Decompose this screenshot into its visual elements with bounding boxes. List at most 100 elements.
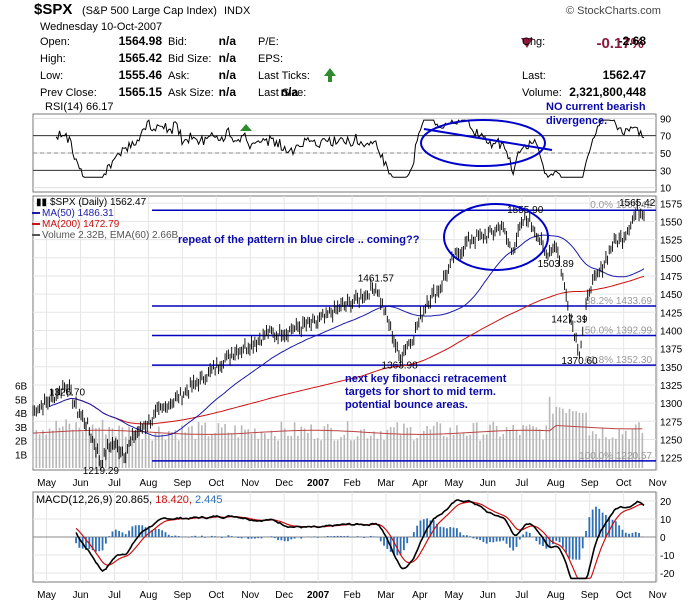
volume-bar [194, 439, 196, 468]
macd-tick-label: 10 [660, 515, 672, 526]
symbol: $SPX [34, 1, 72, 18]
volume-bar [155, 432, 157, 468]
macd-histogram-bar [171, 536, 173, 537]
volume-bar [297, 436, 299, 468]
macd-histogram-bar [512, 537, 514, 551]
volume-bar [562, 409, 564, 468]
macd-histogram-bar [333, 536, 335, 537]
macd-histogram-bar [605, 515, 607, 537]
volume-bar [618, 429, 620, 468]
volume-bar [161, 434, 163, 468]
price-tick-label: 1575 [660, 199, 683, 210]
macd-histogram-bar [592, 510, 594, 537]
macd-histogram-bar [562, 537, 564, 548]
rsi-annotation-line-2: divergence. [546, 115, 607, 127]
up-arrow-icon-stem [328, 76, 332, 82]
volume-bar [340, 437, 342, 468]
macd-histogram-bar [161, 530, 163, 537]
volume-bar [380, 431, 382, 468]
macd-histogram-bar [105, 537, 107, 544]
macd-x-tick-label: Jul [515, 590, 528, 601]
volume-bar [572, 411, 574, 468]
macd-histogram-bar [555, 537, 557, 541]
volume-bar [181, 425, 183, 468]
macd-histogram-bar [274, 537, 276, 538]
macd-histogram-bar [519, 537, 521, 540]
macd-histogram-bar [469, 536, 471, 537]
price-tick-label: 1225 [660, 454, 683, 465]
macd-histogram-bar [201, 536, 203, 537]
macd-histogram-bar [125, 534, 127, 537]
macd-histogram-bar [122, 532, 124, 537]
macd-histogram-bar [175, 536, 177, 537]
volume-bar [284, 429, 286, 468]
macd-tick-label: -10 [660, 551, 675, 562]
macd-tick-label: 20 [660, 497, 672, 508]
macd-histogram-bar [565, 537, 567, 553]
rsi-tick-label: 70 [660, 132, 672, 143]
volume-bar [367, 438, 369, 468]
macd-histogram-bar [569, 537, 571, 559]
volume-bar [416, 438, 418, 468]
quote-label: High: [40, 53, 66, 65]
volume-bar [602, 427, 604, 468]
macd-histogram-bar [155, 529, 157, 537]
volume-bar [165, 440, 167, 468]
quote-value: 2,321,800,448 [569, 85, 646, 99]
volume-bar [267, 439, 269, 468]
volume-bar [334, 440, 336, 468]
macd-histogram-bar [221, 537, 223, 538]
quote-label: Volume: [522, 87, 562, 99]
macd-histogram-bar [168, 535, 170, 537]
macd-histogram-bar [466, 535, 468, 537]
price-tick-label: 1350 [660, 363, 683, 374]
price-value-label: 1427.39 [551, 315, 588, 326]
volume-bar [36, 430, 38, 468]
macd-histogram-bar [615, 521, 617, 537]
macd-histogram-bar [377, 537, 379, 538]
fib-annotation-line: targets for short to mid term. [345, 386, 496, 398]
volume-bar [330, 428, 332, 468]
price-value-label: 1370.60 [561, 356, 598, 367]
macd-histogram-bar [502, 537, 504, 541]
macd-histogram-bar [347, 536, 349, 537]
volume-bar [502, 434, 504, 468]
price-value-label: 1326.70 [49, 388, 86, 399]
volume-bar [251, 434, 253, 468]
volume-bar [383, 440, 385, 468]
price-x-tick-label: Aug [140, 478, 158, 489]
quote-value: 1564.98 [119, 34, 163, 48]
volume-bar [82, 432, 84, 468]
macd-x-tick-label: Dec [275, 590, 293, 601]
volume-bar [446, 437, 448, 468]
volume-bar [526, 426, 528, 468]
volume-bar [632, 429, 634, 468]
quote-value: 1562.47 [603, 68, 647, 82]
macd-histogram-bar [638, 533, 640, 537]
volume-bar [261, 432, 263, 468]
volume-bar [188, 427, 190, 468]
volume-bar [55, 421, 57, 468]
macd-x-tick-label: May [444, 590, 463, 601]
pattern-annotation: repeat of the pattern in blue circle .. … [178, 234, 420, 246]
macd-histogram-bar [237, 537, 239, 538]
volume-bar [300, 427, 302, 468]
price-tick-label: 1325 [660, 381, 683, 392]
macd-histogram-bar [420, 521, 422, 537]
macd-histogram-bar [128, 531, 130, 537]
macd-histogram-bar [456, 528, 458, 537]
volume-bar [443, 436, 445, 468]
volume-bar [546, 425, 548, 468]
volume-bar [360, 430, 362, 468]
volume-bar [79, 428, 81, 468]
macd-histogram-bar [131, 526, 133, 537]
macd-histogram-bar [463, 535, 465, 537]
macd-histogram-bar [337, 536, 339, 537]
volume-bar [552, 414, 554, 468]
macd-x-tick-label: Feb [343, 590, 361, 601]
macd-histogram-bar [492, 537, 494, 542]
price-x-tick-label: May [37, 478, 56, 489]
macd-histogram-bar [618, 525, 620, 537]
macd-x-tick-label: May [37, 590, 56, 601]
